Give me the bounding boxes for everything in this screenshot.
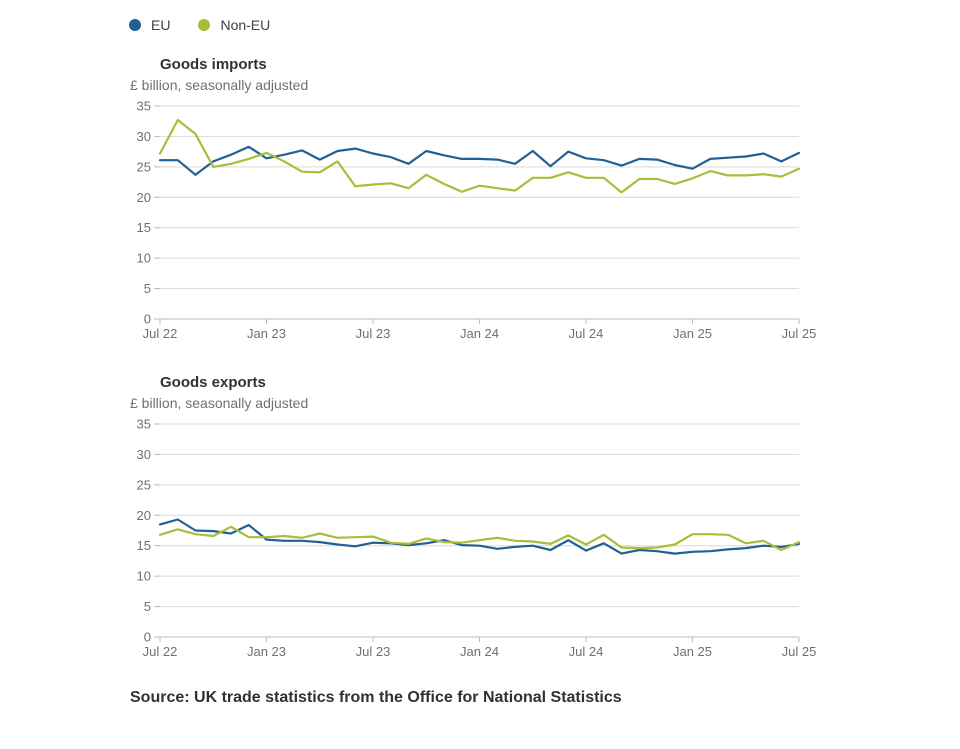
exports-x-tick-label: Jul 25 — [782, 644, 817, 659]
imports-y-tick-label: 15 — [137, 220, 151, 235]
exports-y-tick-label: 5 — [144, 599, 151, 614]
exports-x-tick-label: Jan 23 — [247, 644, 286, 659]
eu-marker-icon — [129, 19, 141, 31]
exports-y-tick-label: 30 — [137, 447, 151, 462]
exports-y-tick-label: 20 — [137, 508, 151, 523]
imports-y-tick-label: 0 — [144, 312, 151, 327]
legend-label-eu: EU — [151, 17, 171, 33]
exports-series-non-eu[interactable] — [158, 525, 801, 552]
exports-y-tick-label: 35 — [137, 417, 151, 432]
imports-chart-subtitle: £ billion, seasonally adjusted — [130, 77, 309, 93]
exports-x-tick-label: Jul 24 — [569, 644, 604, 659]
imports-chart: 0 5 10 15 20 25 30 35 Jul 22 Jan 23 Jul 23 Jan 24 Ju… — [137, 99, 817, 342]
imports-y-tick-label: 5 — [144, 281, 151, 296]
legend-item-eu[interactable]: EU — [129, 17, 170, 33]
legend-label-non-eu: Non-EU — [220, 17, 271, 33]
imports-y-tick-label: 25 — [137, 159, 151, 174]
exports-y-tick-label: 25 — [137, 477, 151, 492]
exports-x-tick-label: Jan 25 — [673, 644, 712, 659]
imports-y-tick-label: 30 — [137, 129, 151, 144]
imports-chart-title: Goods imports — [160, 56, 267, 73]
exports-series-eu[interactable] — [158, 518, 801, 555]
imports-x-tick-label: Jan 25 — [673, 326, 712, 341]
imports-x-tick-label: Jan 23 — [247, 326, 286, 341]
exports-x-tick-label: Jul 23 — [356, 644, 391, 659]
exports-x-tick-label: Jan 24 — [460, 644, 499, 659]
exports-y-tick-label: 10 — [137, 569, 151, 584]
exports-chart-subtitle: £ billion, seasonally adjusted — [130, 395, 309, 411]
exports-chart: 0 5 10 15 20 25 30 35 Jul 22 Jan 23 Jul 23 Jan 24 Ju… — [137, 417, 817, 660]
exports-x-tick-label: Jul 22 — [143, 644, 178, 659]
exports-chart-title: Goods exports — [160, 374, 266, 391]
imports-x-tick-label: Jul 24 — [569, 326, 604, 341]
imports-x-tick-label: Jan 24 — [460, 326, 499, 341]
imports-series-eu[interactable] — [158, 145, 801, 176]
imports-x-tick-label: Jul 25 — [782, 326, 817, 341]
imports-x-tick-label: Jul 22 — [143, 326, 178, 341]
exports-y-tick-label: 15 — [137, 538, 151, 553]
imports-series-non-eu[interactable] — [158, 118, 801, 194]
imports-y-tick-label: 35 — [137, 99, 151, 114]
source-note: Source: UK trade statistics from the Off… — [130, 689, 622, 706]
non-eu-marker-icon — [198, 19, 211, 31]
imports-y-tick-label: 10 — [137, 251, 151, 266]
legend: EU Non-EU — [129, 17, 270, 33]
exports-y-tick-label: 0 — [144, 630, 151, 645]
imports-x-tick-label: Jul 23 — [356, 326, 391, 341]
imports-y-tick-label: 20 — [137, 190, 151, 205]
legend-item-non-eu[interactable]: Non-EU — [198, 17, 270, 33]
